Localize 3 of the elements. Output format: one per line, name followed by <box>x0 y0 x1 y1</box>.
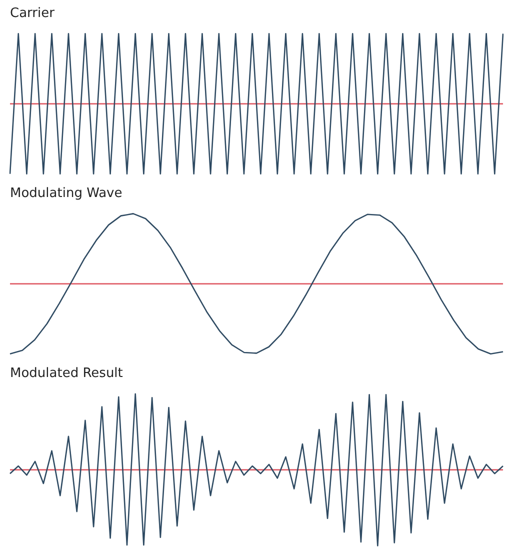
chart-title: Carrier <box>10 6 56 22</box>
chart-title: Modulated Result <box>10 366 123 382</box>
chart-title: Modulating Wave <box>10 186 122 202</box>
